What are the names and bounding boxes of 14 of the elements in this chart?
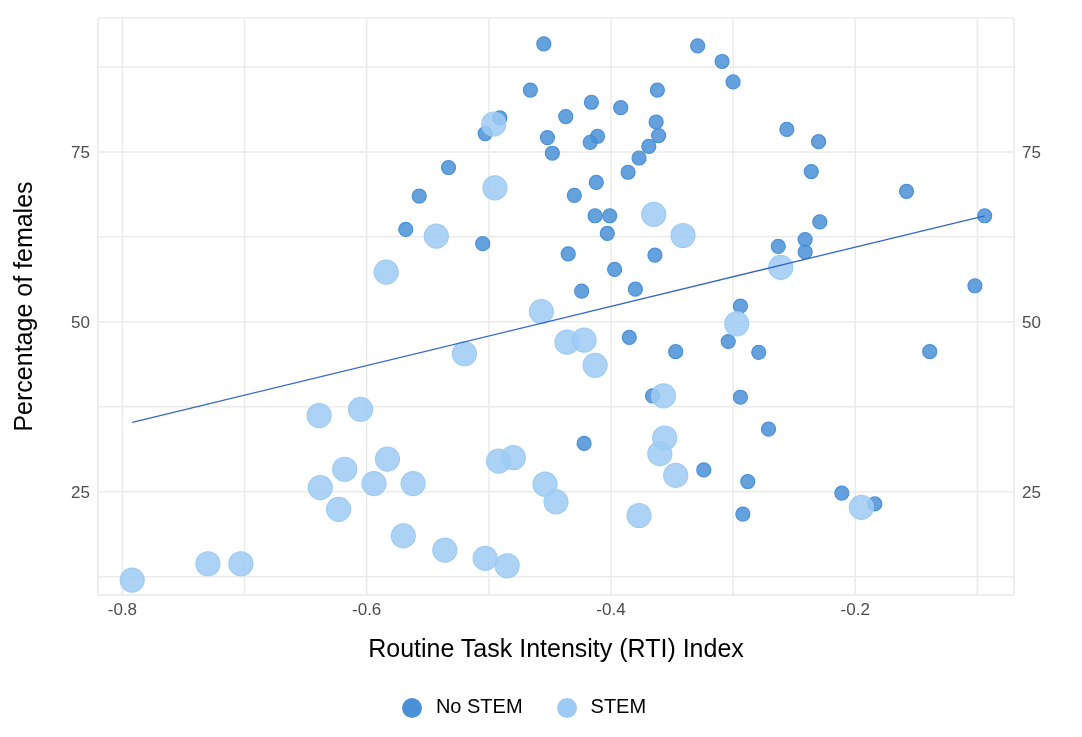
- y2-tick-label: 75: [1022, 142, 1041, 162]
- legend-label: No STEM: [435, 695, 523, 717]
- x-tick-label: -0.6: [352, 600, 382, 620]
- x-tick-label: -0.8: [107, 600, 138, 620]
- y2-tick-label: 50: [1022, 312, 1041, 332]
- y2-tick-label: 25: [1022, 482, 1041, 502]
- y-tick-label: 25: [71, 482, 90, 502]
- x-axis-title: Routine Task Intensity (RTI) Index: [368, 634, 745, 662]
- legend-label: STEM: [590, 695, 647, 717]
- y-tick-label: 75: [71, 142, 90, 162]
- x-tick-label: -0.4: [596, 600, 626, 620]
- x-tick-label: -0.2: [840, 600, 870, 620]
- y-tick-label: 50: [71, 312, 90, 332]
- y-axis-title: Percentage of females: [8, 181, 37, 432]
